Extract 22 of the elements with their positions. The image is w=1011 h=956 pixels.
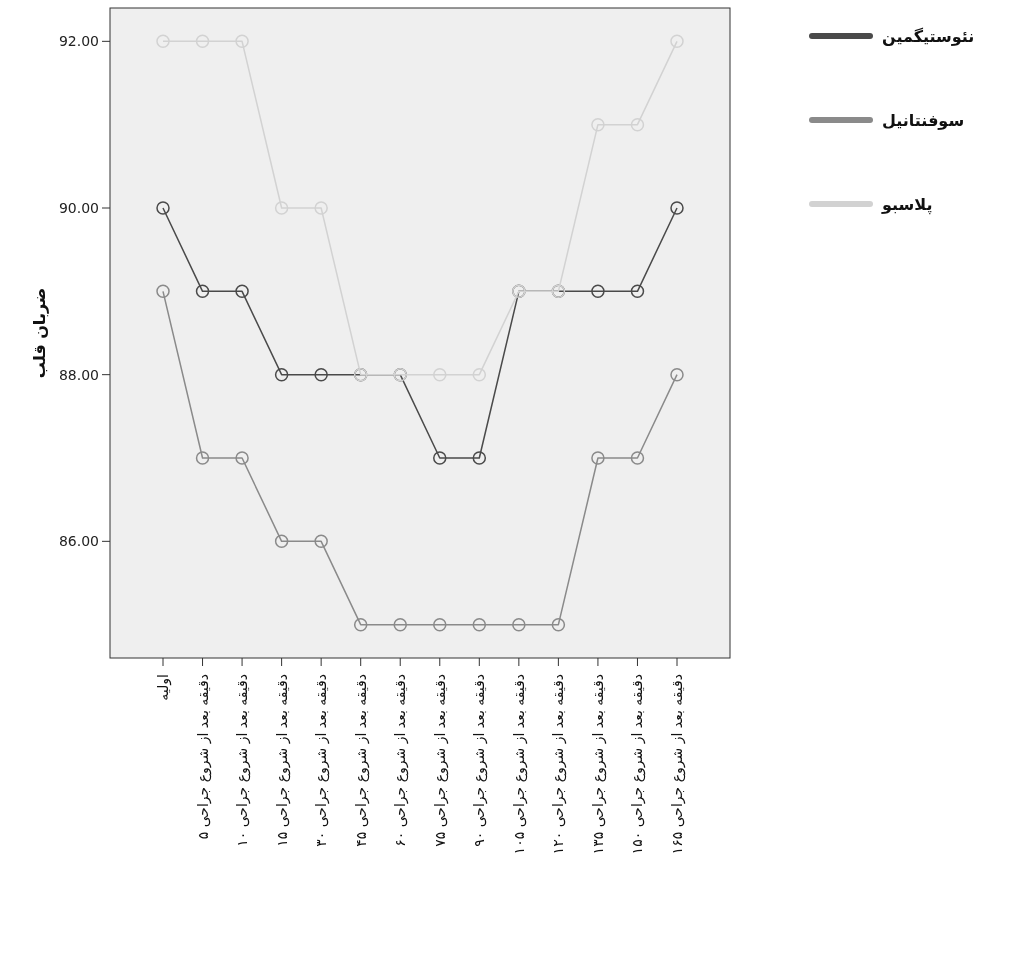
y-tick-label: 88.00 [58,366,99,383]
legend-label: سوفنتانیل [882,111,965,130]
y-tick-label: 90.00 [58,200,99,216]
x-tick-label: ۳۰ دقیقه بعد از شروع جراحی [313,674,331,847]
x-tick-label: ۱۰۵ دقیقه بعد از شروع جراحی [510,674,528,855]
x-tick-label: ۹۰ دقیقه بعد از شروع جراحی [471,674,489,847]
y-tick-label: 92.00 [58,33,99,50]
y-axis-title: ضربان قلب [30,287,49,379]
x-tick-label: ۱۲۰ دقیقه بعد از شروع جراحی [550,674,568,855]
legend-label: نئوستیگمین [882,27,975,46]
x-tick-label: ۱۳۵ دقیقه بعد از شروع جراحی [589,674,607,855]
x-tick-label: اولیه [155,674,172,701]
x-tick-label: ۶۰ دقیقه بعد از شروع جراحی [392,674,410,847]
legend-label: پلاسبو [881,195,933,215]
x-tick-label: ۱۵ دقیقه بعد از شروع جراحی [273,674,291,847]
x-tick-label: ۷۵ دقیقه بعد از شروع جراحی [431,674,449,847]
x-tick-label: ۱۶۵ دقیقه بعد از شروع جراحی [669,674,686,855]
x-tick-label: ۱۰ دقیقه بعد از شروع جراحی [234,674,252,847]
x-tick-label: ۴۵ دقیقه بعد از شروع جراحی [352,674,370,847]
x-tick-label: ۵ دقیقه بعد از شروع جراحی [194,674,212,840]
y-tick-label: 86.00 [58,533,99,550]
x-tick-label: ۱۵۰ دقیقه بعد از شروع جراحی [629,674,647,855]
